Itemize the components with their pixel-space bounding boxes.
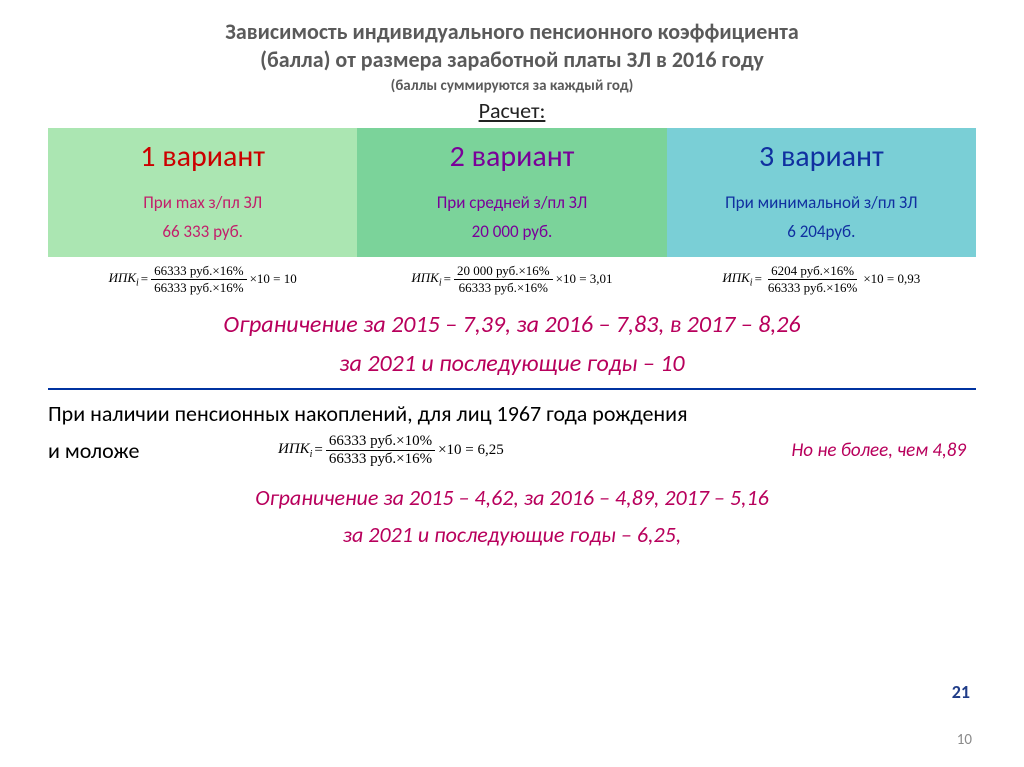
variant-2: 2 вариант При средней з/пл ЗЛ 20 000 руб… bbox=[357, 128, 666, 257]
variant-1: 1 вариант При max з/пл ЗЛ 66 333 руб. bbox=[48, 128, 357, 257]
slide: Зависимость индивидуального пенсионного … bbox=[0, 0, 1024, 548]
limit-line-2: за 2021 и последующие годы – 10 bbox=[48, 349, 976, 378]
variant-1-desc: При max з/пл ЗЛ 66 333 руб. bbox=[52, 189, 353, 247]
subtitle: (баллы суммируются за каждый год) bbox=[48, 77, 976, 95]
limit-line-1: Ограничение за 2015 – 7,39, за 2016 – 7,… bbox=[48, 310, 976, 339]
formula-3: ИПКi= 6204 руб.×16% 66333 руб.×16% ×10 =… bbox=[667, 263, 976, 296]
variant-1-head: 1 вариант bbox=[52, 134, 353, 175]
divider bbox=[48, 388, 976, 390]
calc-label: Расчет: bbox=[48, 97, 976, 124]
limit-line-4: за 2021 и последующие годы – 6,25, bbox=[48, 521, 976, 548]
variant-3-head: 3 вариант bbox=[671, 134, 972, 175]
title-line1: Зависимость индивидуального пенсионного … bbox=[48, 18, 976, 46]
savings-note: Но не более, чем 4,89 bbox=[791, 439, 976, 462]
variant-2-desc: При средней з/пл ЗЛ 20 000 руб. bbox=[361, 189, 662, 247]
savings-line2: и моложе bbox=[48, 437, 238, 464]
formula-2: ИПКi= 20 000 руб.×16% 66333 руб.×16% ×10… bbox=[357, 263, 666, 296]
savings-block: При наличии пенсионных накоплений, для л… bbox=[48, 400, 976, 468]
page-number-large: 21 bbox=[952, 681, 970, 703]
variant-3-desc: При минимальной з/пл ЗЛ 6 204руб. bbox=[671, 189, 972, 247]
savings-line1: При наличии пенсионных накоплений, для л… bbox=[48, 400, 976, 427]
variant-3: 3 вариант При минимальной з/пл ЗЛ 6 204р… bbox=[667, 128, 976, 257]
limit-line-3: Ограничение за 2015 – 4,62, за 2016 – 4,… bbox=[48, 484, 976, 511]
title-line2: (балла) от размера заработной платы ЗЛ в… bbox=[48, 46, 976, 74]
page-number-small: 10 bbox=[957, 731, 972, 749]
formula-1: ИПКi= 66333 руб.×16% 66333 руб.×16% ×10 … bbox=[48, 263, 357, 296]
savings-formula: ИПКi= 66333 руб.×10% 66333 руб.×16% ×10 … bbox=[278, 433, 504, 468]
variants-row: 1 вариант При max з/пл ЗЛ 66 333 руб. 2 … bbox=[48, 128, 976, 257]
savings-row2: и моложе ИПКi= 66333 руб.×10% 66333 руб.… bbox=[48, 433, 976, 468]
variant-2-head: 2 вариант bbox=[361, 134, 662, 175]
title: Зависимость индивидуального пенсионного … bbox=[48, 18, 976, 73]
formula-row: ИПКi= 66333 руб.×16% 66333 руб.×16% ×10 … bbox=[48, 263, 976, 296]
